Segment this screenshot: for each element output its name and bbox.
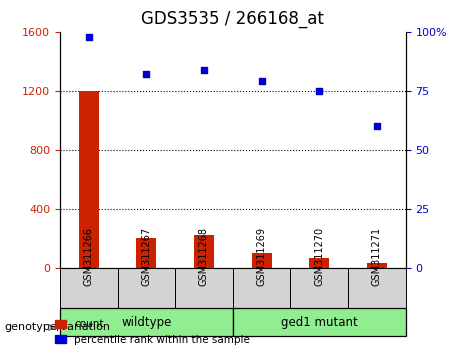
FancyBboxPatch shape — [175, 268, 233, 308]
Legend: count, percentile rank within the sample: count, percentile rank within the sample — [51, 315, 254, 349]
Bar — [367, 263, 387, 268]
Point — [85, 34, 92, 39]
FancyBboxPatch shape — [348, 268, 406, 308]
Point — [258, 79, 266, 84]
Text: GSM311266: GSM311266 — [84, 227, 94, 286]
Title: GDS3535 / 266168_at: GDS3535 / 266168_at — [142, 10, 324, 28]
FancyBboxPatch shape — [118, 268, 175, 308]
Point — [142, 72, 150, 77]
Bar — [252, 253, 272, 268]
Text: ged1 mutant: ged1 mutant — [281, 316, 358, 329]
FancyBboxPatch shape — [233, 308, 406, 336]
Text: GSM311271: GSM311271 — [372, 227, 382, 286]
Text: GSM311269: GSM311269 — [257, 227, 266, 286]
FancyBboxPatch shape — [233, 268, 290, 308]
FancyBboxPatch shape — [60, 308, 233, 336]
Text: GSM311267: GSM311267 — [142, 227, 151, 286]
FancyBboxPatch shape — [290, 268, 348, 308]
Bar — [309, 258, 329, 268]
Bar — [194, 235, 214, 268]
Text: genotype/variation: genotype/variation — [5, 322, 111, 332]
Text: GSM311268: GSM311268 — [199, 227, 209, 286]
Text: wildtype: wildtype — [121, 316, 171, 329]
Point — [200, 67, 207, 73]
Point — [315, 88, 323, 94]
Bar — [136, 238, 156, 268]
Bar — [79, 91, 99, 268]
FancyBboxPatch shape — [60, 268, 118, 308]
Text: GSM311270: GSM311270 — [314, 227, 324, 286]
Point — [373, 124, 381, 129]
